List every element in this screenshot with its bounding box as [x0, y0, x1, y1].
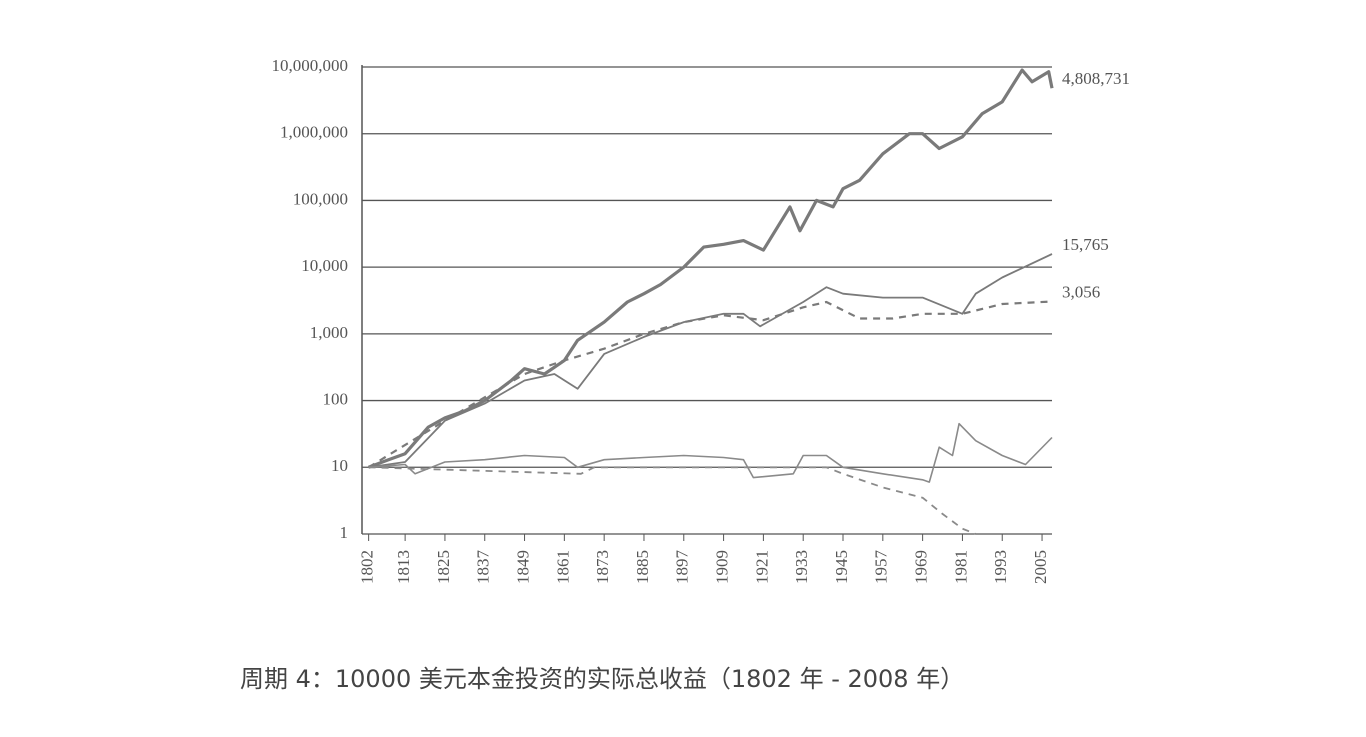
series-line	[368, 300, 1053, 469]
series-line	[368, 466, 977, 535]
x-tick-label: 1802	[358, 550, 377, 584]
series-line	[368, 253, 1053, 469]
end-value-label: 4,808,731	[1062, 69, 1130, 88]
x-tick-label: 1957	[872, 550, 891, 585]
chart-caption: 周期 4：10000 美元本金投资的实际总收益（1802 年 - 2008 年）	[240, 665, 964, 693]
x-tick-label: 1837	[474, 550, 493, 585]
y-tick-label: 100,000	[293, 189, 348, 208]
x-tick-label: 2005	[1031, 550, 1050, 584]
x-tick-label: 1849	[513, 550, 532, 584]
y-tick-label: 10	[331, 456, 348, 475]
x-tick-label: 1981	[951, 550, 970, 584]
x-tick-label: 1945	[832, 550, 851, 584]
x-tick-label: 1885	[633, 550, 652, 584]
series-line	[368, 422, 1053, 483]
y-tick-label: 10,000	[301, 256, 348, 275]
series-line	[368, 68, 1054, 469]
x-tick-label: 1861	[553, 550, 572, 584]
x-tick-label: 1921	[752, 550, 771, 584]
x-tick-label: 1897	[673, 550, 692, 585]
x-tick-label: 1813	[394, 550, 413, 584]
end-value-label: 15,765	[1062, 235, 1109, 254]
x-tick-label: 1993	[991, 550, 1010, 584]
x-tick-label: 1825	[434, 550, 453, 584]
y-tick-label: 100	[323, 389, 349, 408]
y-tick-label: 1,000,000	[280, 123, 348, 142]
x-tick-label: 1933	[792, 550, 811, 584]
x-tick-label: 1873	[593, 550, 612, 584]
x-tick-label: 1969	[912, 550, 931, 584]
end-value-label: 3,056	[1062, 282, 1100, 301]
y-tick-label: 1	[340, 523, 349, 542]
x-tick-label: 1909	[712, 550, 731, 584]
y-tick-label: 10,000,000	[272, 56, 349, 75]
y-tick-label: 1,000	[310, 323, 348, 342]
